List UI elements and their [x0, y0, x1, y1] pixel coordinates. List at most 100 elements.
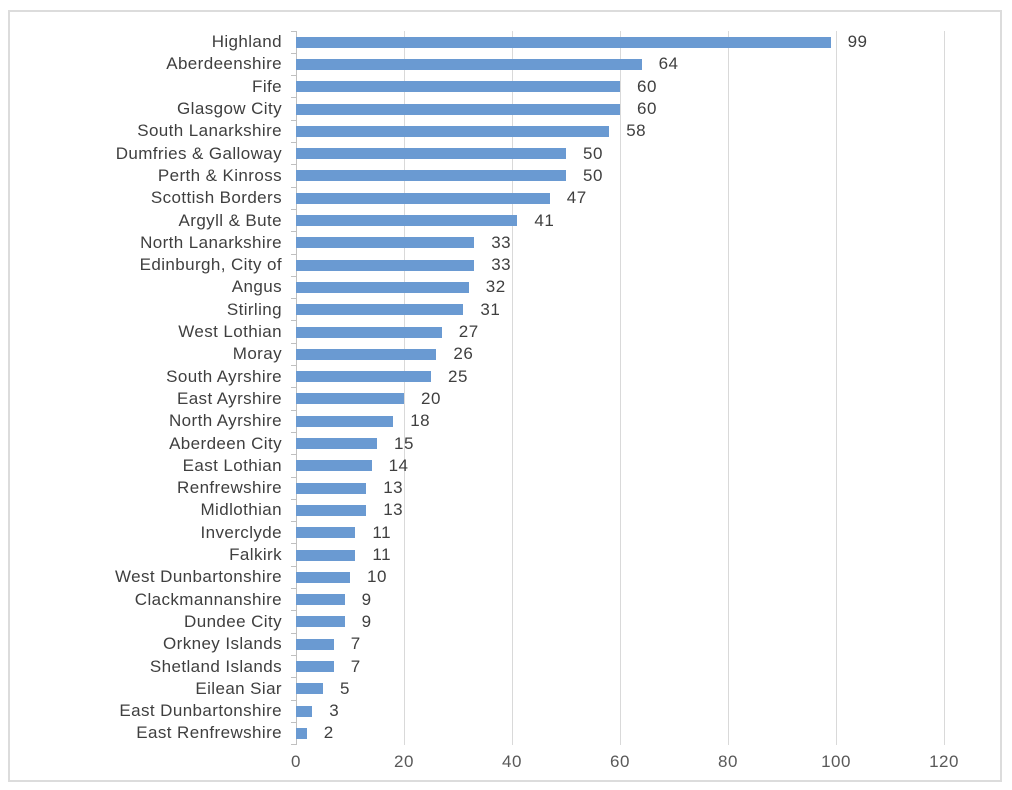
- value-label: 99: [847, 32, 868, 52]
- category-label: Stirling: [226, 299, 282, 319]
- category-axis-tick: [291, 744, 296, 746]
- bar: [296, 638, 334, 650]
- x-axis-tick-label: 40: [502, 751, 522, 771]
- category-axis-tick: [291, 588, 296, 589]
- category-label: Edinburgh, City of: [139, 255, 282, 275]
- category-label: Glasgow City: [177, 99, 282, 119]
- value-label: 9: [361, 589, 372, 609]
- bar: [296, 170, 566, 182]
- category-axis-tick: [291, 30, 296, 32]
- category-axis-tick: [291, 677, 296, 679]
- x-axis-tick-label: 100: [821, 751, 851, 771]
- bar: [296, 504, 367, 516]
- value-label: 9: [361, 611, 372, 631]
- category-axis-tick: [291, 142, 296, 143]
- category-label: North Lanarkshire: [140, 232, 282, 252]
- value-label: 60: [637, 99, 657, 119]
- gridline: [835, 31, 837, 745]
- category-axis-tick: [291, 298, 296, 300]
- bar: [296, 705, 313, 717]
- gridline: [727, 31, 729, 745]
- category-label: Falkirk: [229, 545, 282, 565]
- category-label: Dundee City: [184, 611, 282, 631]
- category-label: Aberdeen City: [169, 433, 282, 453]
- bar: [296, 148, 566, 160]
- bar: [296, 438, 377, 450]
- value-label: 47: [566, 188, 587, 208]
- bar: [296, 549, 356, 561]
- bar: [296, 683, 323, 695]
- category-axis-tick: [291, 275, 296, 277]
- value-label: 50: [583, 143, 603, 163]
- category-label: West Lothian: [178, 322, 282, 342]
- value-label: 10: [367, 567, 387, 587]
- bar: [296, 482, 367, 494]
- value-label: 58: [626, 121, 647, 141]
- bar: [296, 103, 620, 115]
- value-label: 31: [480, 299, 501, 319]
- bar: [296, 58, 642, 70]
- category-axis-tick: [291, 409, 296, 411]
- value-label: 60: [637, 76, 657, 96]
- value-label: 27: [458, 322, 479, 342]
- category-axis-tick: [291, 565, 296, 567]
- value-label: 20: [421, 388, 441, 408]
- bar: [296, 348, 437, 360]
- bar: [296, 281, 469, 293]
- bar: [296, 616, 345, 628]
- bar: [296, 393, 404, 405]
- bar: [296, 36, 831, 48]
- category-axis-tick: [291, 543, 296, 545]
- category-axis-tick: [291, 632, 296, 634]
- x-axis-tick-label: 60: [610, 751, 630, 771]
- category-axis-tick: [291, 476, 296, 478]
- category-axis-tick: [291, 610, 296, 612]
- bar: [296, 661, 334, 673]
- category-label: Moray: [232, 344, 282, 364]
- category-label: Midlothian: [200, 500, 282, 520]
- value-label: 5: [340, 678, 350, 698]
- value-label: 14: [388, 455, 409, 475]
- category-label: West Dunbartonshire: [115, 567, 282, 587]
- bar: [296, 571, 350, 583]
- category-label: Angus: [231, 277, 282, 297]
- bar: [296, 415, 394, 427]
- x-axis-tick-label: 20: [394, 751, 414, 771]
- category-axis-tick: [291, 186, 296, 188]
- category-label: South Ayrshire: [166, 366, 282, 386]
- category-label: Clackmannanshire: [134, 589, 282, 609]
- category-axis-tick: [291, 387, 296, 389]
- x-axis-tick-label: 120: [929, 751, 959, 771]
- value-label: 13: [383, 500, 404, 520]
- category-axis-tick: [291, 52, 296, 54]
- category-label: Scottish Borders: [150, 188, 282, 208]
- category-label: Renfrewshire: [177, 478, 282, 498]
- value-label: 13: [383, 478, 404, 498]
- gridline: [619, 31, 621, 745]
- category-axis-tick: [291, 75, 296, 77]
- category-axis-tick: [291, 521, 296, 523]
- value-label: 2: [323, 723, 334, 743]
- bar: [296, 326, 442, 338]
- bar: [296, 237, 475, 249]
- gridline: [511, 31, 513, 745]
- category-label: Inverclyde: [200, 522, 282, 542]
- value-label: 18: [410, 411, 431, 431]
- category-axis-tick: [291, 208, 296, 210]
- value-label: 7: [350, 656, 361, 676]
- bar: [296, 304, 464, 316]
- category-label: Highland: [211, 32, 282, 52]
- category-label: East Lothian: [182, 455, 282, 475]
- category-label: Aberdeenshire: [166, 54, 282, 74]
- category-axis-line: [295, 31, 297, 745]
- category-axis-tick: [291, 498, 296, 500]
- value-label: 33: [491, 232, 512, 252]
- category-axis-tick: [291, 164, 296, 166]
- category-label: East Ayrshire: [176, 388, 282, 408]
- category-axis-tick: [291, 699, 296, 701]
- category-label: Orkney Islands: [163, 634, 282, 654]
- bar: [296, 125, 610, 137]
- value-label: 7: [350, 634, 361, 654]
